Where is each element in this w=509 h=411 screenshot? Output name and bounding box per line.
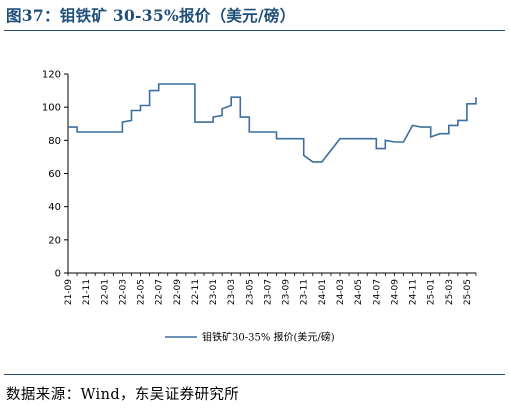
chart-legend: 钼铁矿30-35% 报价(美元/磅) xyxy=(165,331,335,344)
x-tick-label: 23-07 xyxy=(263,279,273,305)
y-tick-label: 40 xyxy=(48,202,61,213)
line-chart: 0 20 40 60 80 100 120 21-09 21-11 22-01 22-03 22-0… xyxy=(42,70,477,344)
x-tick-label: 24-11 xyxy=(409,279,419,305)
y-tick-label: 60 xyxy=(48,169,61,180)
chart-series xyxy=(68,83,477,163)
x-tick-label: 22-03 xyxy=(118,279,128,305)
y-tick-label: 0 xyxy=(55,269,61,280)
y-tick-label: 80 xyxy=(48,136,61,147)
x-tick-label: 23-05 xyxy=(245,279,255,305)
x-axis-ticks: 21-09 21-11 22-01 22-03 22-05 22-07 22-09 22-11… xyxy=(64,273,477,305)
source-note: 数据来源：Wind，东吴证券研究所 xyxy=(6,387,240,403)
x-tick-label: 21-09 xyxy=(64,279,74,305)
x-tick-label: 25-05 xyxy=(463,279,473,305)
y-tick-label: 20 xyxy=(48,235,61,246)
x-tick-label: 23-01 xyxy=(209,279,219,305)
legend-label: 钼铁矿30-35% 报价(美元/磅) xyxy=(202,331,335,344)
x-tick-label: 22-07 xyxy=(155,279,165,305)
x-tick-label: 22-09 xyxy=(173,279,183,305)
y-tick-label: 100 xyxy=(42,103,61,114)
x-tick-label: 22-11 xyxy=(191,279,201,305)
x-tick-label: 21-11 xyxy=(82,279,92,305)
x-tick-label: 24-07 xyxy=(372,279,382,305)
chart-axes xyxy=(67,74,476,274)
x-tick-label: 22-01 xyxy=(100,279,110,305)
series-line xyxy=(68,83,477,163)
x-tick-label: 24-03 xyxy=(336,279,346,305)
x-tick-label: 23-11 xyxy=(300,279,310,305)
bottom-rule xyxy=(4,374,505,375)
x-tick-label: 22-05 xyxy=(137,279,147,305)
top-rule xyxy=(4,30,505,31)
x-tick-label: 24-09 xyxy=(390,279,400,305)
x-tick-label: 23-03 xyxy=(227,279,237,305)
x-tick-label: 25-01 xyxy=(427,279,437,305)
x-tick-label: 25-03 xyxy=(445,279,455,305)
y-axis-ticks: 0 20 40 60 80 100 120 xyxy=(42,70,68,280)
x-tick-label: 24-01 xyxy=(318,279,328,305)
figure-title: 图37：钼铁矿 30-35%报价（美元/磅） xyxy=(6,6,296,25)
x-tick-label: 24-05 xyxy=(354,279,364,305)
x-tick-label: 23-09 xyxy=(282,279,292,305)
y-tick-label: 120 xyxy=(42,70,61,81)
